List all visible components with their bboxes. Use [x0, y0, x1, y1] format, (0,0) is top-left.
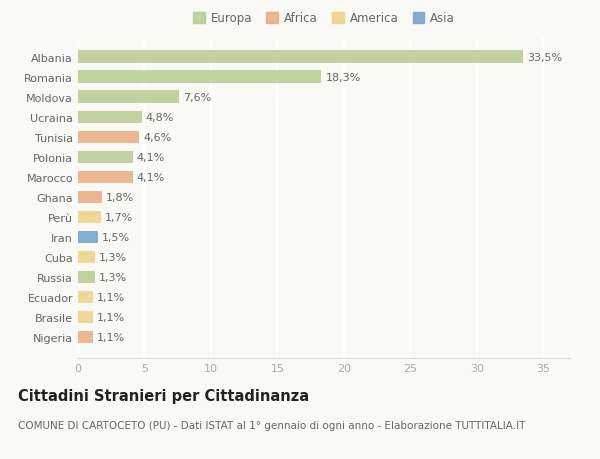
Text: 4,1%: 4,1% — [137, 173, 165, 182]
Text: 1,7%: 1,7% — [104, 213, 133, 222]
Text: Cittadini Stranieri per Cittadinanza: Cittadini Stranieri per Cittadinanza — [18, 388, 309, 403]
Bar — [78, 291, 92, 303]
Legend: Europa, Africa, America, Asia: Europa, Africa, America, Asia — [191, 10, 457, 28]
Text: 1,3%: 1,3% — [99, 272, 127, 282]
Bar — [78, 271, 95, 284]
Text: 4,1%: 4,1% — [137, 152, 165, 162]
Bar — [78, 151, 133, 163]
Text: 4,6%: 4,6% — [143, 133, 172, 142]
Text: 1,1%: 1,1% — [97, 292, 125, 302]
Bar — [78, 131, 139, 144]
Text: 1,5%: 1,5% — [102, 232, 130, 242]
Text: 1,1%: 1,1% — [97, 312, 125, 322]
Text: 4,8%: 4,8% — [146, 112, 174, 123]
Bar — [78, 311, 92, 324]
Bar — [78, 51, 523, 64]
Bar — [78, 231, 98, 244]
Text: 1,1%: 1,1% — [97, 332, 125, 342]
Bar — [78, 171, 133, 184]
Bar — [78, 331, 92, 343]
Text: 18,3%: 18,3% — [325, 73, 361, 83]
Bar — [78, 91, 179, 104]
Bar — [78, 111, 142, 123]
Text: COMUNE DI CARTOCETO (PU) - Dati ISTAT al 1° gennaio di ogni anno - Elaborazione : COMUNE DI CARTOCETO (PU) - Dati ISTAT al… — [18, 420, 526, 430]
Bar — [78, 251, 95, 263]
Text: 33,5%: 33,5% — [527, 52, 563, 62]
Bar — [78, 71, 322, 84]
Text: 7,6%: 7,6% — [183, 92, 211, 102]
Bar — [78, 191, 102, 203]
Text: 1,3%: 1,3% — [99, 252, 127, 262]
Text: 1,8%: 1,8% — [106, 192, 134, 202]
Bar — [78, 211, 101, 224]
